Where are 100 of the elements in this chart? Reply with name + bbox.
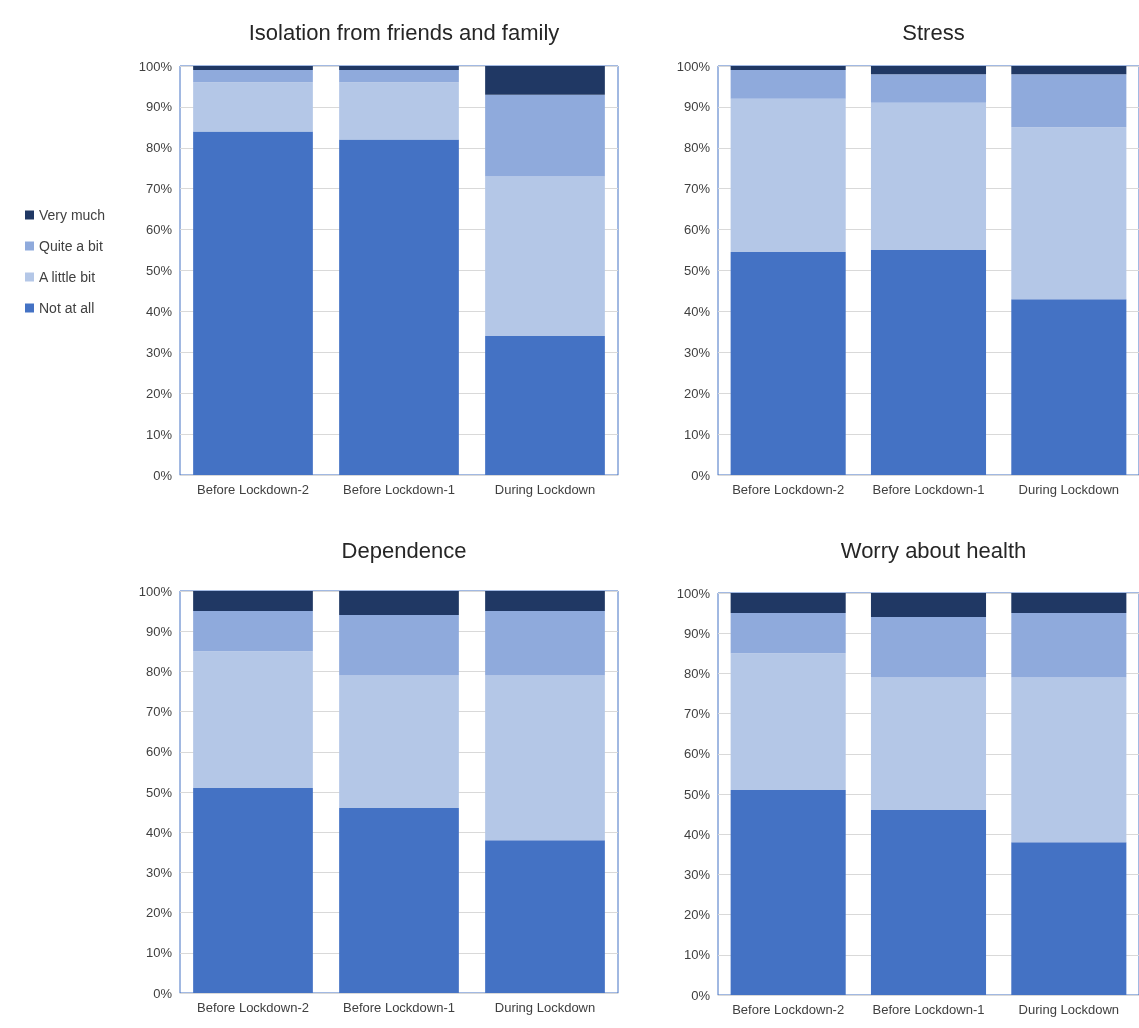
y-tick-label: 60% <box>683 746 711 762</box>
bar <box>485 611 605 676</box>
x-tick-label: Before Lockdown-1 <box>872 482 985 497</box>
bar <box>870 74 987 103</box>
legend-label: Very much <box>39 207 106 223</box>
bar <box>193 70 313 83</box>
bar <box>870 677 987 811</box>
y-tick-label: 70% <box>683 181 711 197</box>
y-tick-label: 60% <box>683 222 711 238</box>
bar <box>1011 677 1127 843</box>
y-tick-label: 30% <box>145 864 173 880</box>
y-tick-label: 90% <box>145 99 173 115</box>
y-tick-label: 20% <box>145 905 173 921</box>
x-tick-label: Before Lockdown-1 <box>872 1002 985 1017</box>
x-tick-label: During Lockdown <box>1018 482 1120 497</box>
bar <box>870 617 987 678</box>
bar <box>730 66 846 71</box>
y-tick-label: 20% <box>683 385 711 401</box>
bar <box>730 98 846 253</box>
y-tick-label: 0% <box>691 987 711 1003</box>
y-tick-label: 40% <box>683 826 711 842</box>
y-tick-label: 90% <box>145 623 173 639</box>
y-tick-label: 30% <box>145 344 173 360</box>
y-tick-label: 80% <box>683 665 711 681</box>
x-tick-label: Before Lockdown-2 <box>732 1002 845 1017</box>
bar <box>339 615 459 676</box>
y-tick-label: 100% <box>138 58 173 74</box>
y-tick-label: 60% <box>145 222 173 238</box>
bar <box>339 591 459 616</box>
y-tick-label: 90% <box>683 99 711 115</box>
bar <box>730 70 846 99</box>
y-tick-label: 50% <box>683 263 711 278</box>
chart-title: Dependence <box>341 537 467 563</box>
chart-title: Isolation from friends and family <box>248 19 560 45</box>
bar <box>193 66 313 71</box>
bar <box>485 176 605 336</box>
y-tick-label: 30% <box>683 344 711 360</box>
bar <box>1011 593 1127 614</box>
bar <box>870 66 987 75</box>
y-tick-label: 10% <box>145 426 173 442</box>
bar <box>193 651 313 788</box>
y-tick-label: 60% <box>145 744 173 760</box>
bar <box>193 611 313 652</box>
x-tick-label: During Lockdown <box>494 482 596 497</box>
y-tick-label: 70% <box>145 704 173 720</box>
y-tick-label: 0% <box>153 467 173 483</box>
y-tick-label: 100% <box>676 58 711 74</box>
x-tick-label: During Lockdown <box>494 1000 596 1015</box>
y-tick-label: 20% <box>683 907 711 923</box>
y-tick-label: 80% <box>145 663 173 679</box>
y-tick-label: 50% <box>145 263 173 278</box>
bar <box>870 593 987 618</box>
x-tick-label: Before Lockdown-2 <box>196 482 310 497</box>
y-tick-label: 80% <box>145 140 173 156</box>
bar <box>1011 613 1127 678</box>
y-tick-label: 40% <box>683 303 711 319</box>
bar <box>730 653 846 790</box>
y-tick-label: 70% <box>683 706 711 722</box>
y-tick-label: 10% <box>145 945 173 961</box>
x-tick-label: Before Lockdown-2 <box>196 1000 310 1015</box>
x-tick-label: Before Lockdown-2 <box>732 482 845 497</box>
y-tick-label: 90% <box>683 625 711 641</box>
y-tick-label: 0% <box>691 467 711 483</box>
y-tick-label: 70% <box>145 181 173 197</box>
bar <box>339 82 459 140</box>
bar <box>485 591 605 612</box>
chart-title: Worry about health <box>840 537 1027 563</box>
bar <box>870 102 987 251</box>
y-tick-label: 30% <box>683 866 711 882</box>
bar <box>1011 66 1127 75</box>
y-tick-label: 50% <box>145 784 173 800</box>
x-tick-label: Before Lockdown-1 <box>342 1000 456 1015</box>
legend-label: Not at all <box>39 300 95 316</box>
y-tick-label: 100% <box>676 585 711 601</box>
bar <box>339 66 459 71</box>
chart-title: Stress <box>902 19 965 45</box>
bar <box>1011 74 1127 128</box>
bar <box>193 82 313 132</box>
bar <box>339 70 459 83</box>
y-tick-label: 40% <box>145 303 173 319</box>
x-tick-label: During Lockdown <box>1018 1002 1120 1017</box>
bar <box>485 675 605 841</box>
y-tick-label: 10% <box>683 426 711 442</box>
y-tick-label: 80% <box>683 140 711 156</box>
bar <box>339 675 459 809</box>
bar <box>730 613 846 654</box>
y-tick-label: 10% <box>683 947 711 963</box>
bar <box>485 94 605 177</box>
legend-label: A little bit <box>39 269 96 285</box>
y-tick-label: 50% <box>683 786 711 802</box>
bar <box>730 593 846 614</box>
y-tick-label: 100% <box>138 583 173 599</box>
bar <box>485 66 605 95</box>
bar <box>1011 127 1127 300</box>
y-tick-label: 20% <box>145 385 173 401</box>
x-tick-label: Before Lockdown-1 <box>342 482 456 497</box>
legend-label: Quite a bit <box>39 238 103 254</box>
bar <box>193 591 313 612</box>
y-tick-label: 40% <box>145 824 173 840</box>
y-tick-label: 0% <box>153 985 173 1001</box>
